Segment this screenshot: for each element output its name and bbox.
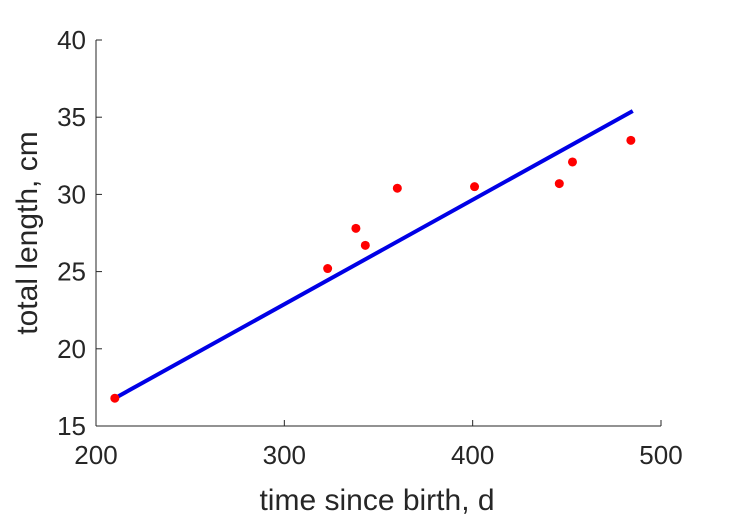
y-tick-label: 35 (57, 102, 86, 132)
x-tick-label: 200 (74, 440, 117, 470)
x-tick-label: 500 (639, 440, 682, 470)
x-tick-label: 300 (263, 440, 306, 470)
x-axis-label: time since birth, d (259, 484, 494, 517)
y-tick-label: 30 (57, 179, 86, 209)
data-point (470, 182, 480, 192)
x-ticks: 200 300 400 500 (74, 420, 683, 470)
data-point (567, 157, 577, 167)
data-point (110, 393, 120, 403)
x-tick-label: 400 (451, 440, 494, 470)
fit-line (113, 109, 634, 400)
data-point (323, 264, 333, 274)
y-tick-label: 40 (57, 25, 86, 55)
y-ticks: 15 20 25 30 35 40 (57, 25, 102, 441)
data-point (626, 135, 636, 145)
data-point (351, 223, 361, 233)
plot-area: 200 300 400 500 15 20 25 30 35 40 (57, 25, 683, 470)
y-axis-label: total length, cm (11, 131, 44, 334)
y-tick-label: 25 (57, 257, 86, 287)
data-point (360, 240, 370, 250)
y-tick-label: 20 (57, 334, 86, 364)
data-point (392, 183, 402, 193)
series-layer (110, 109, 636, 403)
y-tick-label: 15 (57, 411, 86, 441)
data-point (554, 179, 564, 189)
